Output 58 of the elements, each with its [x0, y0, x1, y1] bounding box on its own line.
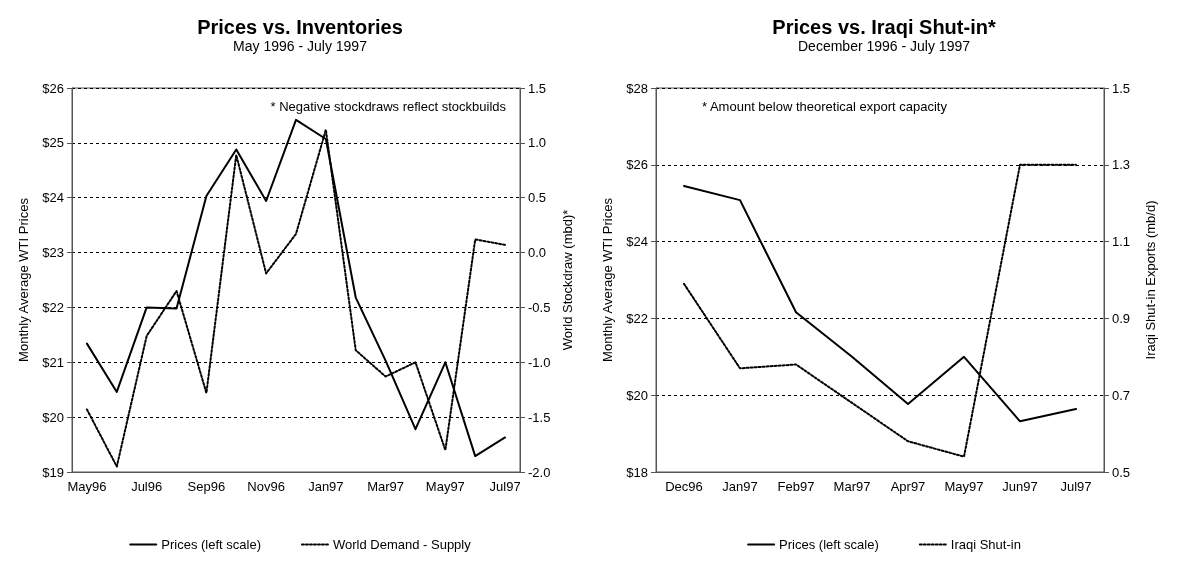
x-tick-label: Mar97	[833, 479, 871, 494]
y-tick-label: $22	[626, 310, 648, 326]
annotation: * Amount below theoretical export capacity	[702, 99, 948, 114]
y-axis-title: Monthly Average WTI Prices	[600, 197, 615, 362]
y-tick-label: $23	[42, 245, 64, 261]
y2-axis-title: World Stockdraw (mbd)*	[560, 209, 576, 351]
legend-label: Iraqi Shut-in	[950, 537, 1021, 552]
y-tick-label: $20	[42, 409, 64, 425]
y2-tick-label: -2.0	[528, 464, 551, 480]
y2-tick-label: 0.5	[528, 190, 547, 206]
y2-tick-label: 0.7	[1112, 387, 1131, 403]
x-tick-label: Apr97	[890, 479, 926, 494]
y-tick-label: $28	[626, 80, 648, 96]
y2-tick-label: 1.0	[528, 135, 547, 151]
y-tick-label: $24	[42, 190, 64, 206]
y2-tick-label: -1.0	[528, 354, 551, 370]
y2-tick-label: 1.5	[1112, 80, 1131, 96]
annotation: * Negative stockdraws reflect stockbuilds	[270, 99, 507, 114]
y-tick-label: $22	[42, 299, 64, 315]
y2-tick-label: 1.1	[1112, 234, 1131, 250]
y2-tick-label: 1.5	[528, 80, 547, 96]
chart-subtitle: December 1996 - July 1997	[798, 38, 971, 54]
y-tick-label: $26	[42, 80, 64, 96]
legend-label: Prices (left scale)	[161, 537, 261, 552]
chart-title: Prices vs. Inventories	[197, 16, 403, 38]
y-axis-title: Monthly Average WTI Prices	[16, 197, 31, 362]
y2-tick-label: 0.5	[1112, 464, 1131, 480]
y2-tick-label: 1.3	[1112, 157, 1131, 173]
y2-tick-label: -1.5	[528, 409, 551, 425]
y-tick-label: $18	[626, 464, 648, 480]
legend-label: World Demand - Supply	[332, 537, 472, 552]
y2-tick-label: 0.0	[528, 245, 547, 261]
y2-axis-title: Iraqi Shut-in Exports (mb/d)	[1143, 200, 1158, 360]
y-tick-label: $24	[626, 234, 648, 250]
x-tick-label: Feb97	[777, 479, 815, 494]
y-tick-label: $26	[626, 157, 648, 173]
y-tick-label: $20	[626, 387, 648, 403]
y2-tick-label: 0.9	[1112, 310, 1131, 326]
x-tick-label: Jul97	[1060, 479, 1092, 494]
y-tick-label: $25	[42, 135, 64, 151]
y-tick-label: $21	[42, 354, 64, 370]
x-tick-label: Sep96	[187, 479, 226, 494]
chart-subtitle: May 1996 - July 1997	[233, 38, 368, 54]
x-tick-label: Mar97	[367, 479, 405, 494]
x-tick-label: Nov96	[247, 479, 285, 494]
x-tick-label: May96	[67, 479, 107, 494]
x-tick-label: Dec96	[665, 479, 703, 494]
y2-tick-label: -0.5	[528, 299, 551, 315]
x-tick-label: Jan97	[722, 479, 758, 494]
x-tick-label: Jul97	[489, 479, 521, 494]
chart-title: Prices vs. Iraqi Shut-in*	[772, 16, 996, 38]
x-tick-label: Jan97	[308, 479, 344, 494]
x-tick-label: Jun97	[1002, 479, 1038, 494]
legend-label: Prices (left scale)	[779, 537, 879, 552]
x-tick-label: May97	[944, 479, 984, 494]
x-tick-label: May97	[425, 479, 465, 494]
x-tick-label: Jul96	[131, 479, 163, 494]
y-tick-label: $19	[42, 464, 64, 480]
